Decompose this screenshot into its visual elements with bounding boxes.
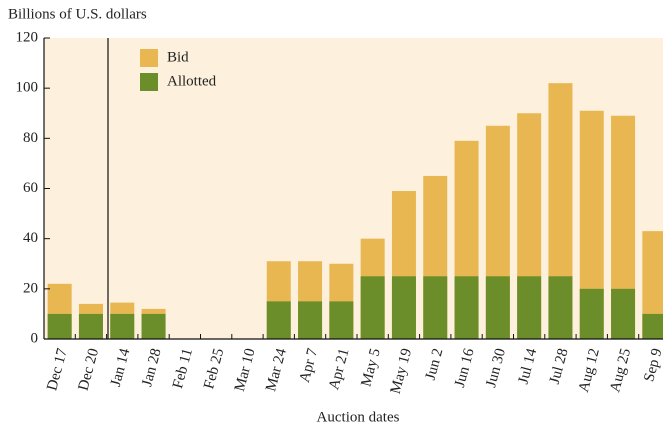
x-tick-label: Feb 25 xyxy=(201,347,227,391)
x-tick-label: Jan 14 xyxy=(108,346,134,388)
y-tick-label: 100 xyxy=(16,80,39,96)
x-tick-label: Mar 10 xyxy=(232,347,259,393)
x-tick-label: Jun 16 xyxy=(452,346,478,389)
bar xyxy=(78,313,103,339)
x-tick-label: Jun 30 xyxy=(483,347,509,389)
bar xyxy=(642,231,663,339)
bar xyxy=(579,288,604,339)
y-tick-label: 20 xyxy=(23,280,38,296)
x-tick-label: Dec 20 xyxy=(76,347,103,393)
bar xyxy=(548,276,573,339)
x-tick-label: Sep 9 xyxy=(641,347,663,384)
bar xyxy=(110,313,135,339)
bar xyxy=(611,288,636,339)
y-tick-label: 40 xyxy=(23,230,38,246)
bar xyxy=(517,276,542,339)
bar xyxy=(360,276,385,339)
bar xyxy=(266,301,291,339)
bar xyxy=(485,276,510,339)
x-tick-label: Aug 25 xyxy=(607,347,634,394)
legend-label: Allotted xyxy=(167,73,217,89)
x-tick-label: Jul 14 xyxy=(515,346,540,386)
bar xyxy=(141,313,166,339)
x-tick-label: Aug 12 xyxy=(576,347,603,394)
bar xyxy=(298,301,323,339)
y-axis-title: Billions of U.S. dollars xyxy=(8,6,147,22)
bar xyxy=(423,276,448,339)
x-tick-label: Jul 28 xyxy=(547,347,572,386)
x-tick-label: Apr 7 xyxy=(297,346,322,384)
bar xyxy=(329,301,354,339)
x-tick-label: May 5 xyxy=(358,347,383,389)
legend-label: Bid xyxy=(167,49,189,65)
bar xyxy=(391,276,416,339)
x-tick-label: Feb 11 xyxy=(170,347,196,390)
y-tick-label: 80 xyxy=(23,130,38,146)
y-tick-label: 60 xyxy=(23,180,38,196)
legend-swatch xyxy=(140,49,158,67)
bar xyxy=(47,313,72,339)
legend-swatch xyxy=(140,73,158,91)
x-tick-label: Mar 24 xyxy=(263,346,290,393)
x-axis-title: Auction dates xyxy=(317,409,400,425)
bar xyxy=(454,276,479,339)
x-tick-label: Dec 17 xyxy=(44,346,71,392)
x-tick-label: May 19 xyxy=(388,347,415,396)
y-tick-label: 0 xyxy=(31,330,39,346)
x-tick-label: Jan 28 xyxy=(139,347,164,389)
bar xyxy=(642,313,663,339)
y-tick-label: 120 xyxy=(16,29,39,45)
x-tick-label: Apr 21 xyxy=(326,347,352,392)
x-tick-label: Jun 2 xyxy=(423,347,447,382)
